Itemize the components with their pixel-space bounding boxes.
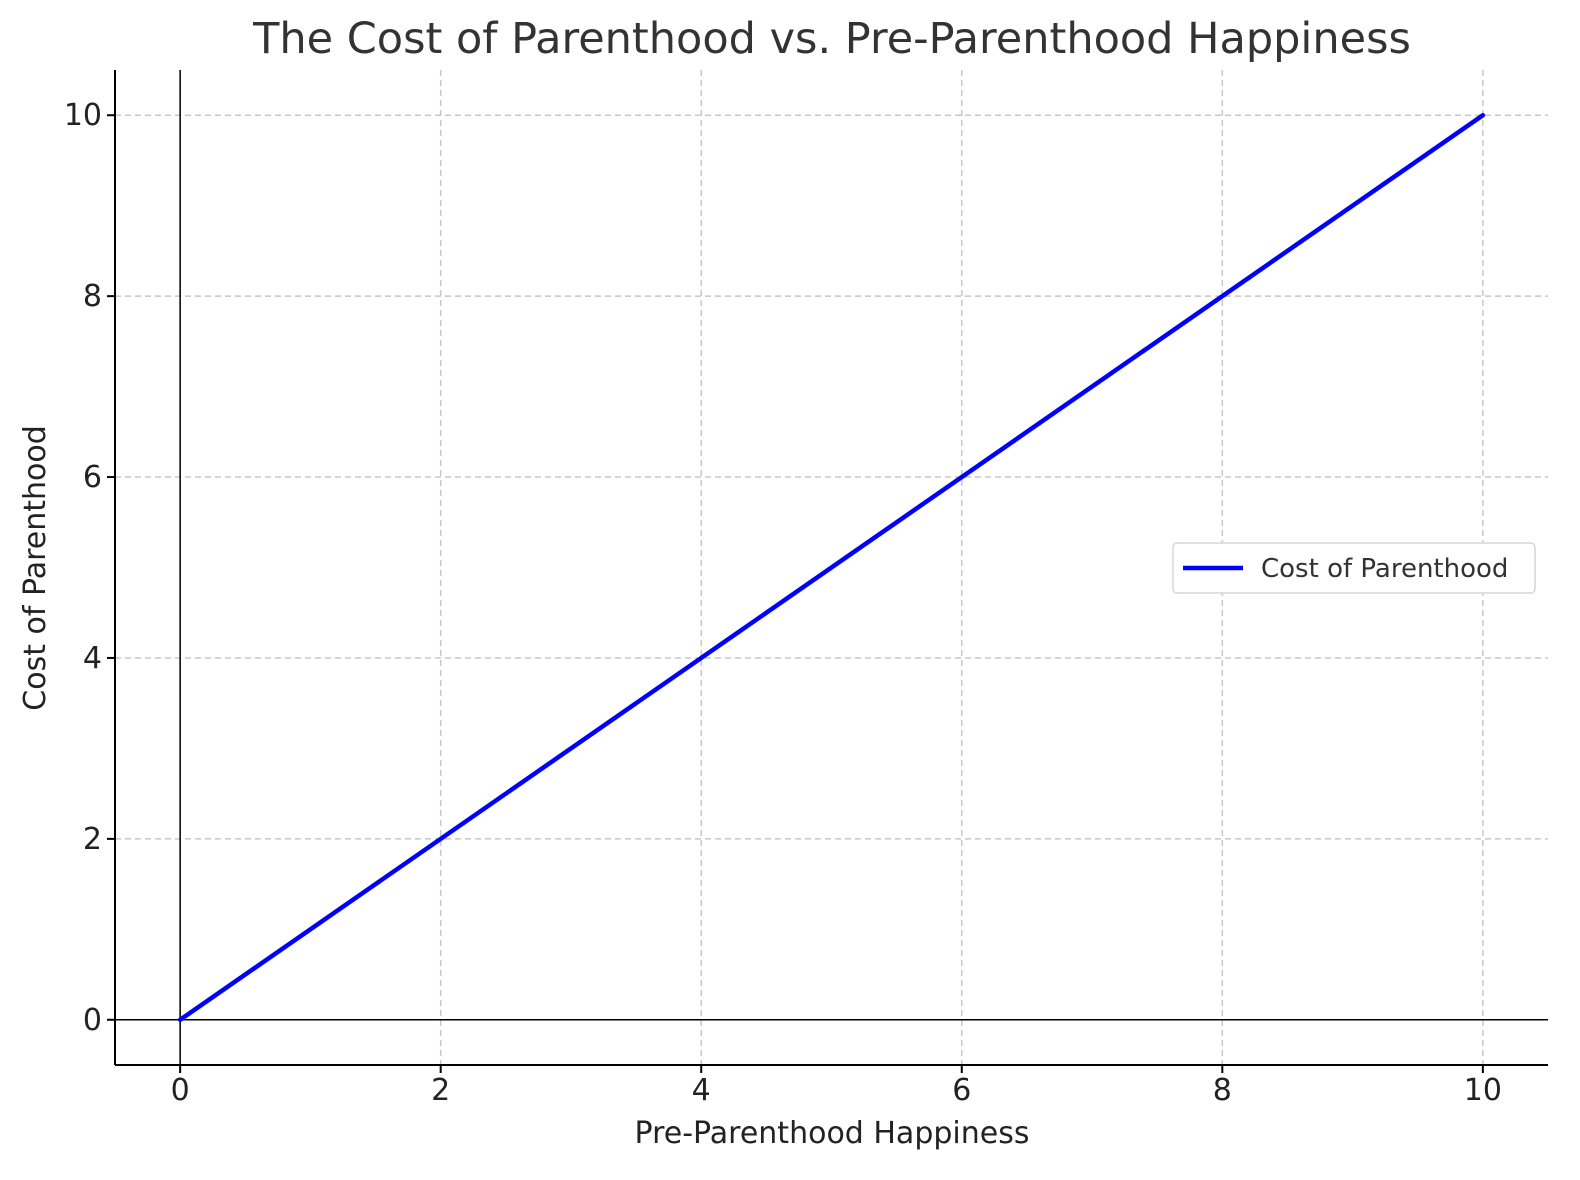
x-axis-label: Pre-Parenthood Happiness: [635, 1116, 1030, 1151]
y-tick-label: 2: [83, 822, 102, 857]
x-tick-label: 8: [1213, 1073, 1232, 1108]
series-line: [177, 112, 1486, 1023]
x-tick-label: 2: [431, 1073, 450, 1108]
ticks: 0 2 4 6 8 10 0 2 4 6 8 10: [64, 98, 1502, 1108]
chart-title: The Cost of Parenthood vs. Pre-Parenthoo…: [252, 14, 1411, 64]
legend-box: [1172, 542, 1536, 594]
y-tick-label: 10: [64, 98, 102, 133]
zero-lines: [115, 70, 1548, 1065]
axes: [114, 70, 1548, 1066]
x-tick-label: 10: [1464, 1073, 1502, 1108]
y-tick-label: 6: [83, 460, 102, 495]
y-tick-label: 8: [83, 279, 102, 314]
x-tick-label: 4: [692, 1073, 711, 1108]
y-tick-label: 0: [83, 1003, 102, 1038]
legend: Cost of Parenthood: [1172, 542, 1536, 594]
series-layer: [177, 112, 1486, 1023]
x-tick-label: 6: [952, 1073, 971, 1108]
legend-label: Cost of Parenthood: [1261, 554, 1508, 584]
y-axis-label: Cost of Parenthood: [18, 425, 53, 710]
x-tick-label: 0: [171, 1073, 190, 1108]
y-tick-label: 4: [83, 641, 102, 676]
